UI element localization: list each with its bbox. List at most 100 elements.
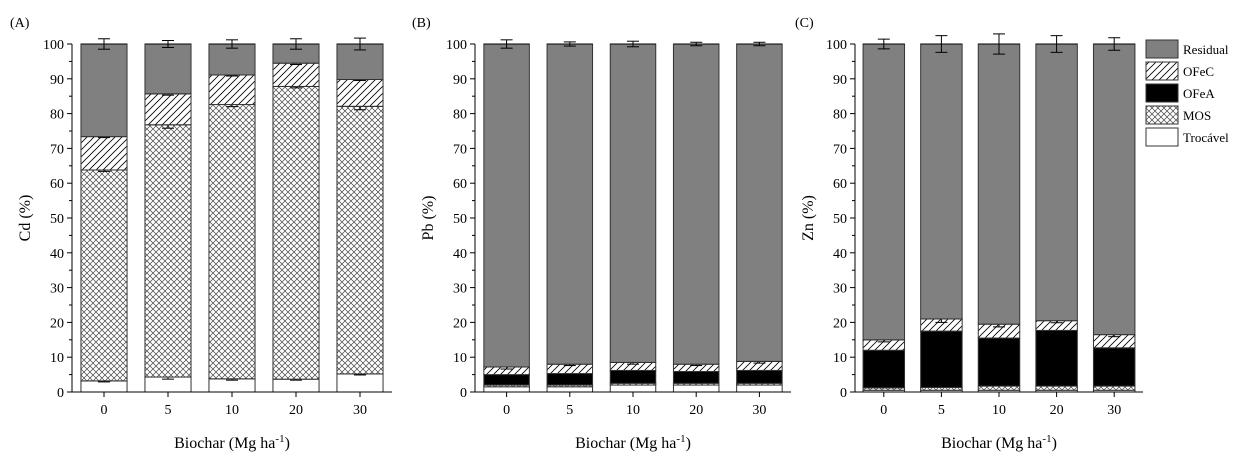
y-tick-label: 20 bbox=[50, 316, 64, 331]
bar-residual-0 bbox=[483, 43, 530, 368]
y-tick-label: 100 bbox=[446, 38, 467, 53]
bar-residual-5 bbox=[144, 43, 192, 95]
x-tick-label: 5 bbox=[938, 403, 945, 418]
bar-trocavel-30 bbox=[336, 373, 384, 393]
legend-swatch bbox=[1145, 61, 1179, 81]
x-tick-label: 5 bbox=[165, 403, 172, 418]
bar-residual-10 bbox=[609, 43, 657, 363]
y-axis-title: Zn (%) bbox=[800, 195, 817, 241]
panel--c-: (C) 0 10 20 30 40 50 60 70 80 90 100 0 5 10 20 30 Zn (%) B… bbox=[795, 16, 1143, 452]
y-tick-label: 100 bbox=[826, 38, 847, 53]
y-tick-label: 10 bbox=[50, 351, 64, 366]
y-tick-label: 0 bbox=[840, 386, 847, 401]
x-tick-label: 5 bbox=[566, 403, 573, 418]
legend: Residual OFeC OFeA MOS Trocável bbox=[1145, 39, 1229, 147]
legend-item-trocavel: Trocável bbox=[1145, 127, 1229, 147]
x-axis-title: Biochar (Mg ha-1) bbox=[174, 433, 290, 452]
bar-ofea-5 bbox=[920, 330, 963, 388]
y-tick-label: 90 bbox=[833, 73, 847, 88]
y-tick-label: 70 bbox=[833, 142, 847, 157]
error-bar-residual-5 bbox=[547, 41, 593, 47]
y-tick-label: 20 bbox=[833, 316, 847, 331]
bar-mos-5 bbox=[144, 124, 192, 378]
y-tick-label: 30 bbox=[833, 282, 847, 297]
x-tick-label: 10 bbox=[992, 403, 1006, 418]
y-tick-label: 50 bbox=[833, 212, 847, 227]
legend-swatch bbox=[1145, 39, 1179, 59]
y-tick-label: 90 bbox=[453, 73, 467, 88]
bar-trocavel-30 bbox=[736, 384, 783, 393]
bar-trocavel-0 bbox=[80, 380, 128, 393]
panel-label: (A) bbox=[10, 16, 30, 31]
y-axis-title: Cd (%) bbox=[17, 195, 34, 242]
bar-mos-20 bbox=[272, 85, 320, 380]
bar-ofea-30 bbox=[1092, 347, 1136, 387]
legend-swatch bbox=[1145, 83, 1179, 103]
bar-trocavel-10 bbox=[208, 378, 256, 393]
bar-mos-30 bbox=[336, 105, 384, 375]
error-bar-residual-30 bbox=[736, 41, 783, 47]
bar-residual-20 bbox=[672, 43, 720, 365]
error-bar-residual-5 bbox=[144, 40, 192, 48]
bar-trocavel-20 bbox=[272, 378, 320, 393]
legend-label: MOS bbox=[1183, 108, 1211, 123]
y-tick-label: 40 bbox=[50, 247, 64, 262]
panel-label: (B) bbox=[412, 16, 431, 31]
y-tick-label: 60 bbox=[50, 177, 64, 192]
y-tick-label: 30 bbox=[50, 282, 64, 297]
x-tick-label: 30 bbox=[353, 403, 367, 418]
x-tick-label: 0 bbox=[503, 403, 510, 418]
error-bar-residual-10 bbox=[208, 39, 256, 49]
x-tick-label: 30 bbox=[752, 403, 766, 418]
legend-swatch bbox=[1145, 127, 1179, 147]
error-bar-residual-0 bbox=[80, 38, 128, 50]
y-tick-label: 70 bbox=[50, 142, 64, 157]
x-tick-label: 0 bbox=[101, 403, 108, 418]
bar-mos-30 bbox=[1092, 385, 1136, 391]
bar-ofea-0 bbox=[862, 349, 906, 389]
panel-label: (C) bbox=[795, 16, 814, 31]
legend-label: Residual bbox=[1183, 42, 1229, 57]
y-tick-label: 100 bbox=[43, 38, 64, 53]
x-tick-label: 20 bbox=[689, 403, 703, 418]
bar-ofec-30 bbox=[336, 78, 384, 107]
bar-mos-0 bbox=[80, 169, 128, 382]
y-tick-label: 0 bbox=[460, 386, 467, 401]
bar-trocavel-5 bbox=[546, 386, 594, 393]
legend-label: OFeC bbox=[1183, 64, 1214, 79]
x-tick-label: 30 bbox=[1107, 403, 1121, 418]
y-tick-label: 0 bbox=[57, 386, 64, 401]
y-tick-label: 40 bbox=[833, 247, 847, 262]
bar-trocavel-10 bbox=[609, 384, 657, 393]
bar-residual-0 bbox=[80, 43, 128, 138]
error-bar-residual-30 bbox=[1093, 37, 1135, 51]
panel--a-: (A) 0 10 20 30 40 50 60 70 80 90 100 0 5 10 20 30 Cd (%) B… bbox=[10, 16, 392, 452]
x-axis-title: Biochar (Mg ha-1) bbox=[941, 433, 1057, 452]
legend-label: Trocável bbox=[1183, 130, 1229, 145]
legend-label: OFeA bbox=[1183, 86, 1215, 101]
bar-trocavel-0 bbox=[483, 386, 530, 393]
y-tick-label: 80 bbox=[50, 108, 64, 123]
legend-item-residual: Residual bbox=[1145, 39, 1229, 59]
y-tick-label: 80 bbox=[833, 108, 847, 123]
x-tick-label: 10 bbox=[225, 403, 239, 418]
bar-trocavel-20 bbox=[672, 384, 720, 393]
bar-mos-10 bbox=[208, 104, 256, 380]
bar-residual-5 bbox=[546, 43, 594, 365]
error-bar-residual-0 bbox=[863, 38, 905, 50]
error-bar-residual-5 bbox=[920, 35, 963, 53]
bar-ofec-0 bbox=[80, 136, 128, 171]
y-tick-label: 50 bbox=[50, 212, 64, 227]
y-tick-label: 10 bbox=[833, 351, 847, 366]
error-bar-residual-10 bbox=[610, 40, 656, 48]
y-tick-label: 60 bbox=[453, 177, 467, 192]
y-tick-label: 90 bbox=[50, 73, 64, 88]
error-bar-residual-10 bbox=[978, 33, 1020, 55]
bar-residual-0 bbox=[862, 43, 906, 341]
bar-residual-10 bbox=[208, 43, 256, 76]
legend-item-ofec: OFeC bbox=[1145, 61, 1214, 81]
bar-ofec-10 bbox=[208, 74, 256, 106]
x-axis-title: Biochar (Mg ha-1) bbox=[575, 433, 691, 452]
x-tick-label: 20 bbox=[1050, 403, 1064, 418]
bar-mos-10 bbox=[977, 385, 1021, 391]
